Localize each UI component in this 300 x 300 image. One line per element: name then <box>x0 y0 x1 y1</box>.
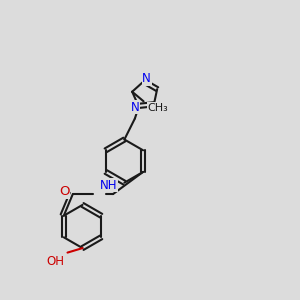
Text: O: O <box>59 185 70 198</box>
Text: CH₃: CH₃ <box>147 103 168 113</box>
Text: NH: NH <box>100 179 117 192</box>
Text: OH: OH <box>46 255 64 268</box>
Text: N: N <box>142 72 151 86</box>
Text: N: N <box>131 101 140 114</box>
